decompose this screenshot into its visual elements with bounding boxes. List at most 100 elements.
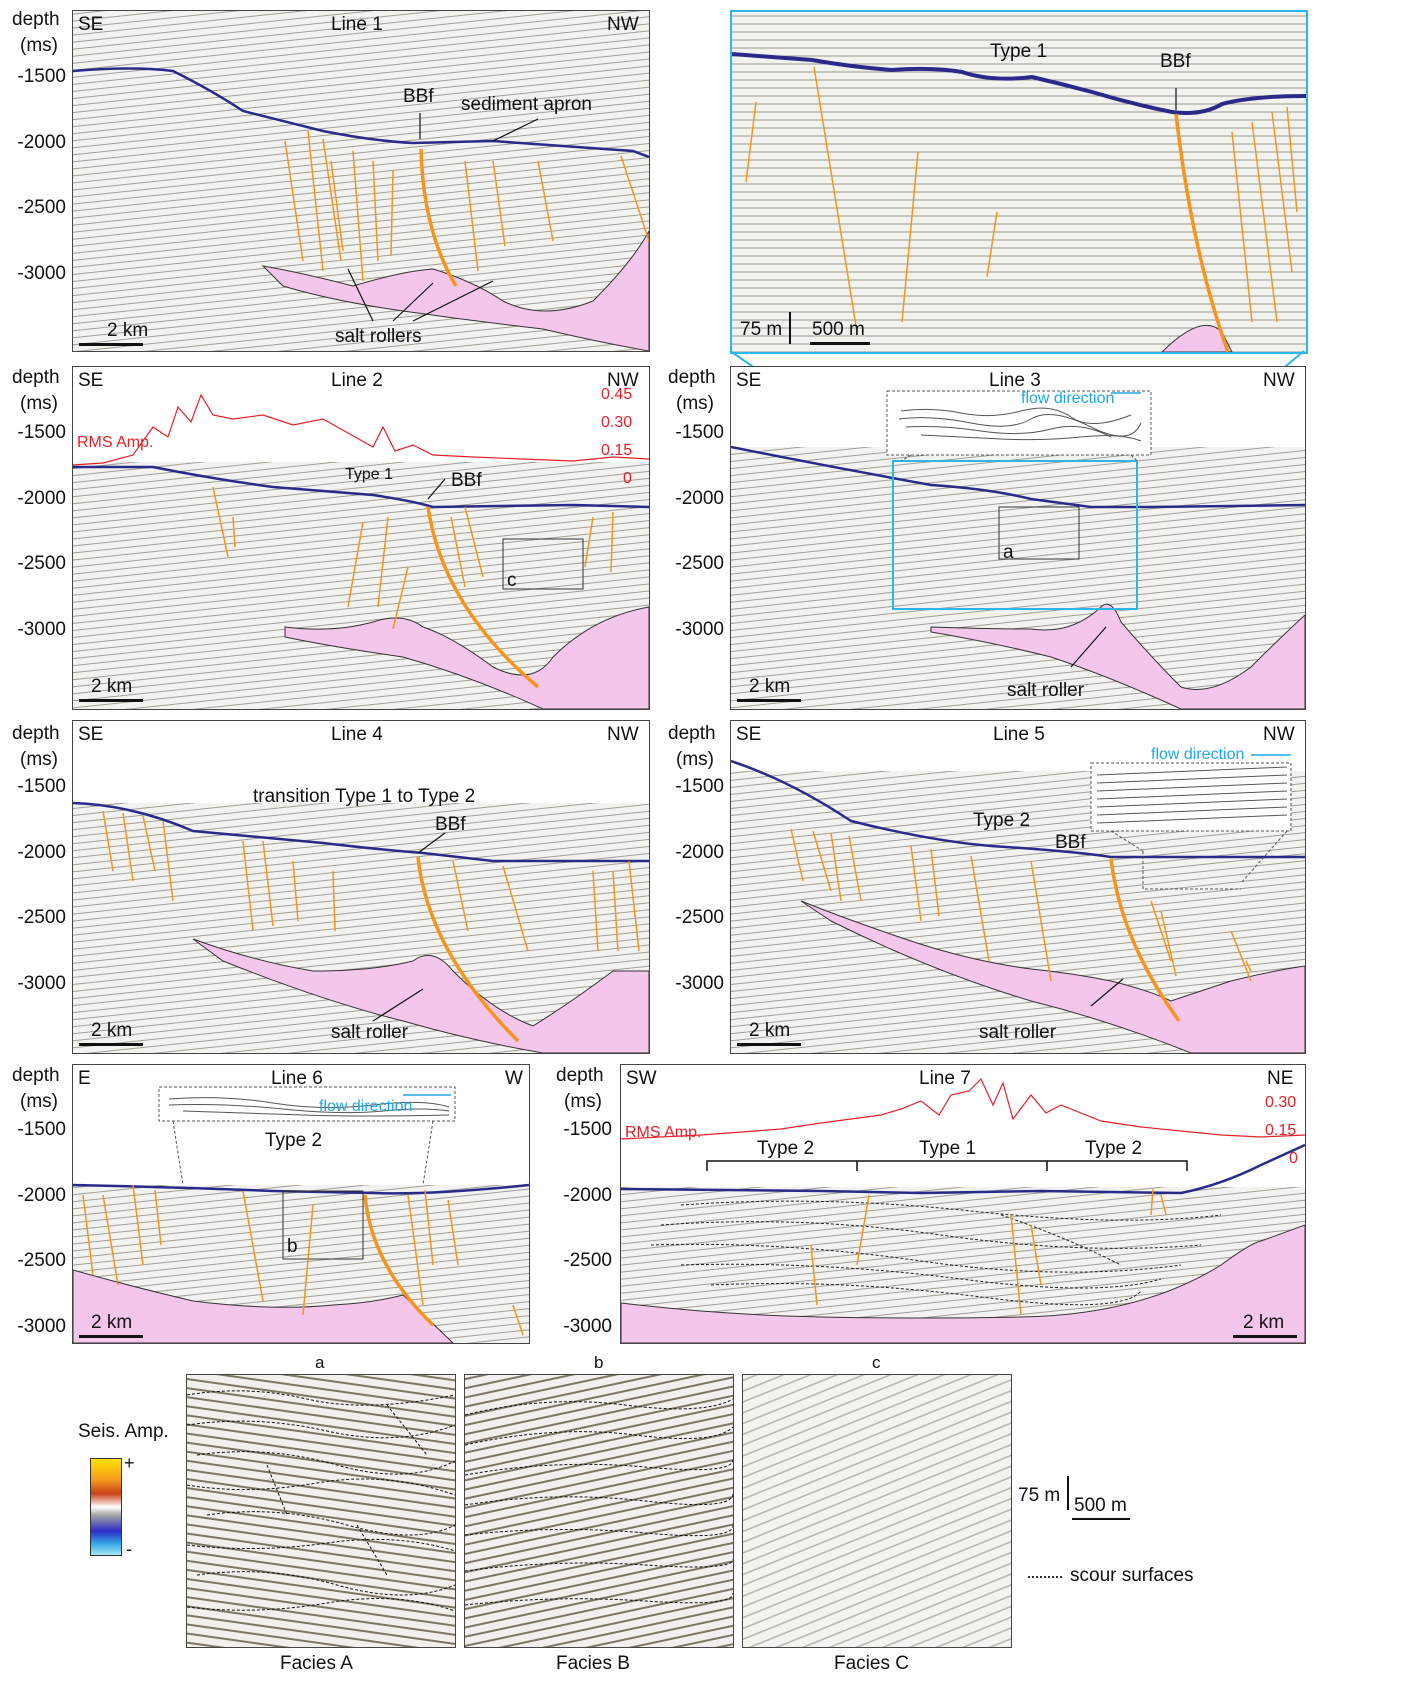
scale-label: 2 km xyxy=(749,676,791,697)
bbf-label: BBf xyxy=(451,470,482,491)
tick-label: -1500 xyxy=(675,776,724,797)
seismic-panel-line3: SE Line 3 NW flow direction a salt rolle… xyxy=(730,366,1306,710)
type1-label: Type 1 xyxy=(345,466,394,483)
seismic-panel-line2: SE Line 2 NW RMS Amp. 0.45 0.30 0.15 0 T… xyxy=(72,366,650,710)
panel-left-label: SE xyxy=(736,370,762,391)
depth-label: depth xyxy=(668,367,716,388)
legend-scale-v-bar xyxy=(1067,1476,1069,1510)
tick-label: -1500 xyxy=(17,422,66,443)
tick-label: -3000 xyxy=(17,1316,66,1337)
unit-label: (ms) xyxy=(20,749,58,770)
amp-minus: - xyxy=(126,1539,132,1559)
box-c-label: c xyxy=(507,570,517,591)
unit-label: (ms) xyxy=(564,1091,602,1112)
seismic-panel-line1: SE Line 1 NW BBf sediment apron salt rol… xyxy=(72,10,650,352)
amp-plus: + xyxy=(124,1453,135,1473)
depth-label: depth xyxy=(556,1065,604,1086)
scale-label: 2 km xyxy=(107,320,149,341)
salt-roller-label: salt roller xyxy=(1007,680,1085,701)
facies-c-panel xyxy=(742,1374,1012,1648)
facies-letter: c xyxy=(872,1353,881,1372)
tick-label: -2500 xyxy=(17,907,66,928)
scale-label: 2 km xyxy=(1243,1312,1285,1333)
tick-label: -2500 xyxy=(675,553,724,574)
rms-tick: 0.30 xyxy=(1265,1094,1297,1111)
legend-scale-v: 75 m xyxy=(1018,1485,1061,1506)
tick-label: -3000 xyxy=(675,973,724,994)
salt-rollers-label: salt rollers xyxy=(335,326,422,347)
scale-label: 2 km xyxy=(91,676,133,697)
facies-b-panel xyxy=(464,1374,734,1648)
scale-bar xyxy=(79,1335,143,1338)
seismic-panel-line7: SW Line 7 NE RMS Amp. 0.30 0.15 0 Type 2… xyxy=(620,1064,1306,1344)
tick-label: -2000 xyxy=(17,132,66,153)
legend-scale-h: 500 m xyxy=(1074,1495,1127,1516)
tick-label: -1500 xyxy=(675,422,724,443)
type2-label-left: Type 2 xyxy=(757,1138,815,1159)
panel-right-label: NW xyxy=(1263,724,1295,745)
scale-label: 2 km xyxy=(91,1020,133,1041)
panel-title: Line 3 xyxy=(989,370,1041,391)
tick-label: -2000 xyxy=(17,488,66,509)
tick-label: -2500 xyxy=(17,197,66,218)
type2-label-right: Type 2 xyxy=(1085,1138,1143,1159)
rms-amp-label: RMS Amp. xyxy=(625,1124,702,1141)
tick-label: -2500 xyxy=(563,1250,612,1271)
depth-label: depth xyxy=(12,367,60,388)
tick-label: -1500 xyxy=(563,1119,612,1140)
tick-label: -2500 xyxy=(675,907,724,928)
panel-title: Line 2 xyxy=(331,370,383,391)
depth-label: depth xyxy=(12,9,60,30)
depth-label: depth xyxy=(12,723,60,744)
panel-left-label: SE xyxy=(78,14,104,35)
panel-left-label: SE xyxy=(78,370,104,391)
scale-bar xyxy=(79,343,143,346)
tick-label: -2000 xyxy=(675,488,724,509)
inset-bbf-label: BBf xyxy=(1160,51,1191,72)
inset-scale-v: 75 m xyxy=(740,319,783,340)
tick-label: -1500 xyxy=(17,66,66,87)
scale-bar xyxy=(1233,1335,1297,1338)
panel-left-label: SE xyxy=(78,724,104,745)
rms-tick: 0.30 xyxy=(601,414,633,431)
tick-label: -3000 xyxy=(17,619,66,640)
type2-label: Type 2 xyxy=(265,1130,323,1151)
scale-label: 2 km xyxy=(749,1020,791,1041)
scale-bar xyxy=(737,1043,801,1046)
depth-label: depth xyxy=(668,723,716,744)
facies-name: Facies A xyxy=(280,1653,353,1674)
rms-tick: 0.15 xyxy=(1265,1122,1297,1139)
facies-name: Facies C xyxy=(834,1653,909,1674)
flow-direction-label: flow direction xyxy=(1021,390,1115,407)
scale-bar xyxy=(737,699,801,702)
inset-zoom-panel: Type 1 BBf 75 m 500 m xyxy=(730,10,1308,354)
box-a-label: a xyxy=(1003,542,1014,563)
bbf-label: BBf xyxy=(435,814,466,835)
panel-right-label: W xyxy=(505,1068,523,1089)
panel-title: Line 1 xyxy=(331,14,383,35)
unit-label: (ms) xyxy=(20,1091,58,1112)
panel-right-label: NW xyxy=(607,724,639,745)
tick-label: -2500 xyxy=(17,553,66,574)
panel-title: Line 5 xyxy=(993,724,1045,745)
tick-label: -3000 xyxy=(17,973,66,994)
panel-right-label: NE xyxy=(1267,1068,1294,1089)
legend-scale-h-bar xyxy=(1072,1518,1130,1520)
inset-scale-h: 500 m xyxy=(812,319,865,340)
facies-letter: b xyxy=(594,1353,604,1372)
seis-amp-title: Seis. Amp. xyxy=(78,1421,169,1442)
unit-label: (ms) xyxy=(676,749,714,770)
panel-right-label: NW xyxy=(1263,370,1295,391)
unit-label: (ms) xyxy=(676,393,714,414)
tick-label: -2000 xyxy=(563,1185,612,1206)
tick-label: -2500 xyxy=(17,1250,66,1271)
inset-scale-v-bar xyxy=(789,312,791,344)
seismic-panel-line4: SE Line 4 NW transition Type 1 to Type 2… xyxy=(72,720,650,1054)
seismic-panel-line5: SE Line 5 NW flow direction Type 2 BBf s… xyxy=(730,720,1306,1054)
tick-label: -1500 xyxy=(17,776,66,797)
sediment-apron-label: sediment apron xyxy=(461,94,592,115)
salt-roller-label: salt roller xyxy=(331,1022,409,1043)
panel-left-label: E xyxy=(78,1068,91,1089)
panel-title: Line 6 xyxy=(271,1068,323,1089)
unit-label: (ms) xyxy=(20,35,58,56)
